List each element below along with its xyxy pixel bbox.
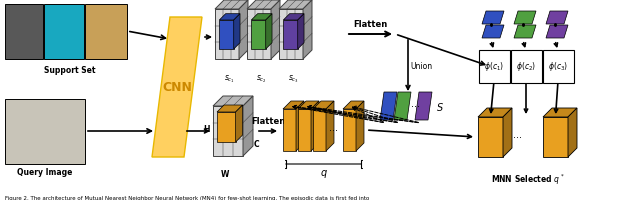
Polygon shape [546,26,568,39]
Polygon shape [243,97,253,156]
Text: Figure 2. The architecture of Mutual Nearest Neighbor Neural Network (MN4) for f: Figure 2. The architecture of Mutual Nea… [5,195,369,200]
Polygon shape [213,106,243,156]
Polygon shape [394,93,411,120]
Polygon shape [303,1,312,60]
Polygon shape [152,18,202,157]
Text: $S$: $S$ [436,100,444,112]
Polygon shape [380,93,397,120]
Text: Support Set: Support Set [44,66,96,75]
Text: ···: ··· [411,101,420,111]
Polygon shape [313,101,334,109]
Text: Flatten: Flatten [251,116,285,125]
Polygon shape [478,117,503,157]
Polygon shape [343,101,364,109]
Text: W: W [221,169,229,178]
Polygon shape [311,101,319,151]
Polygon shape [478,108,512,117]
Polygon shape [215,10,239,60]
Text: $\phi(c_2)$: $\phi(c_2)$ [516,60,536,73]
Polygon shape [247,1,280,10]
Text: $s_{c_1}$: $s_{c_1}$ [224,73,235,84]
Text: CNN: CNN [162,81,192,94]
Text: $\phi(c_3)$: $\phi(c_3)$ [548,60,568,73]
Polygon shape [415,93,432,120]
Polygon shape [514,12,536,25]
Text: ···: ··· [330,125,339,135]
Polygon shape [313,109,326,151]
Polygon shape [296,101,304,151]
Polygon shape [298,109,311,151]
Text: Query Image: Query Image [17,167,73,176]
Polygon shape [543,108,577,117]
Bar [5,5,43,60]
Bar [5,100,85,164]
Polygon shape [482,12,504,25]
Polygon shape [252,21,266,50]
Bar [85,5,127,60]
Polygon shape [220,21,234,50]
Polygon shape [252,15,272,21]
Text: MNN Selected $q^*$: MNN Selected $q^*$ [491,172,564,186]
FancyBboxPatch shape [479,50,509,83]
Polygon shape [220,15,240,21]
Text: $q$: $q$ [319,167,328,179]
Text: Union: Union [410,62,432,71]
Polygon shape [546,12,568,25]
Polygon shape [298,15,304,50]
Text: C: C [254,139,260,148]
Polygon shape [283,101,304,109]
Polygon shape [284,21,298,50]
FancyBboxPatch shape [511,50,541,83]
Polygon shape [217,105,243,112]
Polygon shape [279,1,312,10]
Polygon shape [213,97,253,106]
Polygon shape [236,105,243,142]
Text: $\phi(c_1)$: $\phi(c_1)$ [484,60,504,73]
Polygon shape [239,1,248,60]
Polygon shape [266,15,272,50]
Polygon shape [503,108,512,157]
FancyBboxPatch shape [543,50,573,83]
Text: Flatten: Flatten [353,20,388,29]
Polygon shape [326,101,334,151]
Text: $s_{c_3}$: $s_{c_3}$ [288,73,300,84]
Polygon shape [284,15,304,21]
Polygon shape [356,101,364,151]
Polygon shape [279,10,303,60]
Polygon shape [283,109,296,151]
Polygon shape [543,117,568,157]
Polygon shape [247,10,271,60]
Polygon shape [482,26,504,39]
Polygon shape [271,1,280,60]
Polygon shape [568,108,577,157]
Polygon shape [514,26,536,39]
Polygon shape [298,101,319,109]
Bar [44,5,84,60]
Text: H: H [204,124,210,133]
Polygon shape [343,109,356,151]
Polygon shape [234,15,240,50]
Polygon shape [217,112,236,142]
Text: ···: ··· [513,132,522,142]
Polygon shape [215,1,248,10]
Text: $s_{c_2}$: $s_{c_2}$ [256,73,267,84]
